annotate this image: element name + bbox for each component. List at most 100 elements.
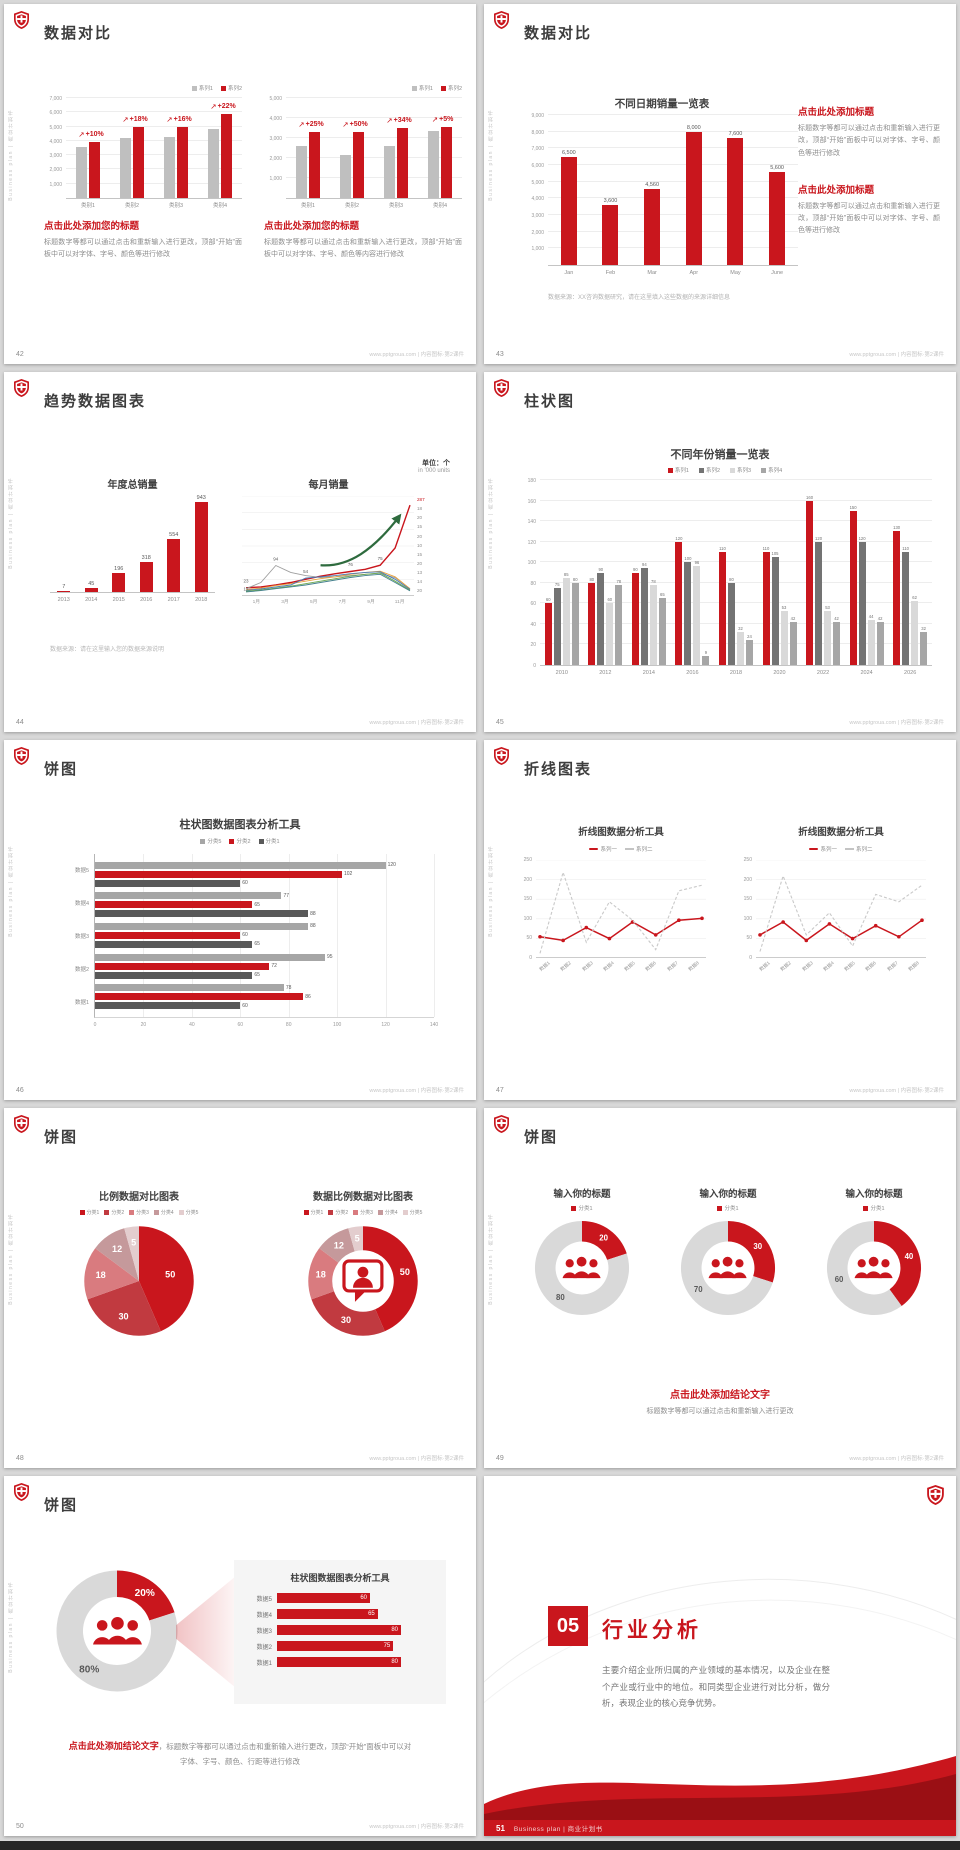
bar-value-label: 75 [554,581,560,587]
category-label: 类别4 [432,203,448,209]
end-label: 18 [417,506,423,512]
page-number: 47 [496,1087,504,1094]
bar: 60 [277,1593,370,1603]
category-label: 2020 [773,670,786,676]
growth-label: ↗ +34% [386,116,411,125]
growth-value: +25% [305,121,324,128]
brand-vertical-text: Business plan | 商业计划书 [8,1213,14,1305]
chart-body: 250 200 150 100 50 0 数据1 数据2 数据3 数据4 数据5 数据6 数据7 数据8 [740,857,942,975]
bar [693,566,701,665]
bar-value-label: 42 [877,615,883,621]
x-tick-label: 0 [93,1022,97,1028]
brand-shield-logo [14,1115,29,1133]
bar-value-label: 85 [563,571,569,577]
chart-legend: 系列一 系列二 [520,845,722,853]
bar [384,146,395,198]
slide-48[interactable]: 饼图 比例数据对比图表 分类1 分类2 分类3 分类4 分类5 50 30 18 12 5 数据… [4,1108,476,1468]
slide-51[interactable]: 05 行业分析 主要介绍企业所归属的产业领域的基本情况，以及企业在整个产业或行业… [484,1476,956,1836]
page-number: 49 [496,1455,504,1462]
bar [849,510,857,665]
bar-group: 类别1 ↗ +10% [76,99,104,209]
slide-42[interactable]: 数据对比 系列1 系列2 7,000 6,000 5,000 4,000 3,000 2,00… [4,4,476,364]
y-axis: 250 200 150 100 50 0 [740,857,756,961]
bar-value-label: 80 [391,1627,398,1633]
arrow-up-right-icon: ↗ [386,116,393,125]
bar-value-label: 105 [771,551,779,557]
bar [644,189,661,265]
gridline [66,111,242,113]
slide-45[interactable]: 柱状图 不同年份销量一览表 系列1 系列2 系列3 系列4 180 160 140 120 10… [484,372,956,732]
line-plot: 23 17 94 54 76 75 [242,496,414,596]
chart-title: 不同日期销量一览表 [614,98,710,110]
slide-43[interactable]: 数据对比 不同日期销量一览表 9,000 8,000 7,000 6,000 5,000… [484,4,956,364]
category-label: 数据5 [74,868,89,875]
legend-label: 分类4 [384,1210,398,1216]
legend-item: 分类3 [353,1209,373,1216]
slide-46[interactable]: 饼图 柱状图数据图表分析工具 分类5 分类2 分类1 数据5 数据4 数据3 数据2 数据1… [4,740,476,1100]
category-label: 2010 [555,670,568,676]
footer-site-text: www.pptgroua.com | 内容图标·第2课件 [849,1088,944,1094]
brand-shield-logo [494,379,509,397]
panel-bar-row: 数据3 80 [248,1625,432,1635]
brand-shield-logo [14,379,29,397]
legend-label: 分类2 [236,839,251,845]
bar-value-label: 42 [834,615,839,621]
y-tick-label: 200 [523,876,532,883]
y-tick-label: 2,000 [269,156,282,162]
background-curves [484,1578,956,1704]
y-tick-label: 1,000 [531,246,544,253]
bar [562,577,570,665]
brand-vertical-text: Business plan | 商业计划书 [488,1213,494,1305]
category-label: 2012 [599,670,612,676]
bar-value-label: 7 [62,584,66,591]
legend-swatch [220,85,226,91]
bar-value-label: 60 [545,597,551,603]
legend-swatch [411,85,417,91]
chart-legend: 系列1 系列2 [44,84,242,92]
brand-vertical-text: Business plan | 商业计划书 [488,477,494,569]
page-number: 42 [16,351,24,358]
bar [833,621,841,665]
slide-44[interactable]: 趋势数据图表 单位：个 in '000 units 年度总销量 7 2013 45 2… [4,372,476,732]
slide-50[interactable]: 饼图 20% 80% 柱状图数据图表分析工具 数据5 60 数据4 65 数据3 80 数据2… [4,1476,476,1836]
bar-group: 7,600 May [727,116,744,276]
bar [560,156,577,265]
slide-47[interactable]: 折线图表 折线图数据分析工具 系列一 系列二 250 200 150 100 50 0 数据1 数… [484,740,956,1100]
legend-label: 分类2 [335,1210,349,1216]
donut-chart-block: 数据比例数据对比图表 分类1 分类2 分类3 分类4 分类5 50 30 18 12 5 [264,1188,462,1338]
y-tick-label: 60 [530,601,536,608]
bar [769,171,786,265]
legend-item: 系列一 [589,845,617,853]
bar [95,940,253,948]
x-tick-label: 1月 [252,600,261,605]
legend-swatch [717,1205,723,1211]
bar-value-label: 78 [651,578,656,584]
legend-label: 系列4 [768,468,783,474]
bar [727,138,744,265]
y-tick-label: 20 [530,642,536,649]
y-tick-label: 100 [527,560,536,567]
bar [133,126,144,198]
legend-swatch [200,838,206,844]
legend-swatch [589,848,599,850]
gridline [286,177,462,178]
slide-title: 折线图表 [524,761,593,778]
bar [95,1002,241,1010]
y-tick-label: 0 [749,955,752,961]
svg-text:12: 12 [112,1244,122,1254]
donut-title: 输入你的标题 [845,1189,903,1200]
bar [780,610,788,665]
chart-body: 180 160 140 120 100 80 60 40 20 0 60 75 85 80 2010 80 90… [518,478,932,676]
note-block: 点击此处添加标题 标题数字等都可以通过点击和重新输入进行更改，顶部“开始”面板中… [798,182,940,238]
gridline [66,97,242,98]
slide-49[interactable]: 饼图 输入你的标题 分类1 20 80 输入你的标题 分类1 30 70 输入你的标… [484,1108,956,1468]
gridline [66,139,242,141]
bar-value-label: 88 [310,923,316,930]
x-tick-label: 数据6 [865,961,878,973]
legend-label: 分类1 [310,1210,324,1216]
grouped-bar-chart-left: 系列1 系列2 7,000 6,000 5,000 4,000 3,000 2,000 1,00… [44,84,242,209]
gridline [286,157,462,158]
y-tick-label: 7,000 [531,146,544,153]
legend-swatch [191,85,197,91]
brand-vertical-text: Business plan | 商业计划书 [8,1581,14,1673]
